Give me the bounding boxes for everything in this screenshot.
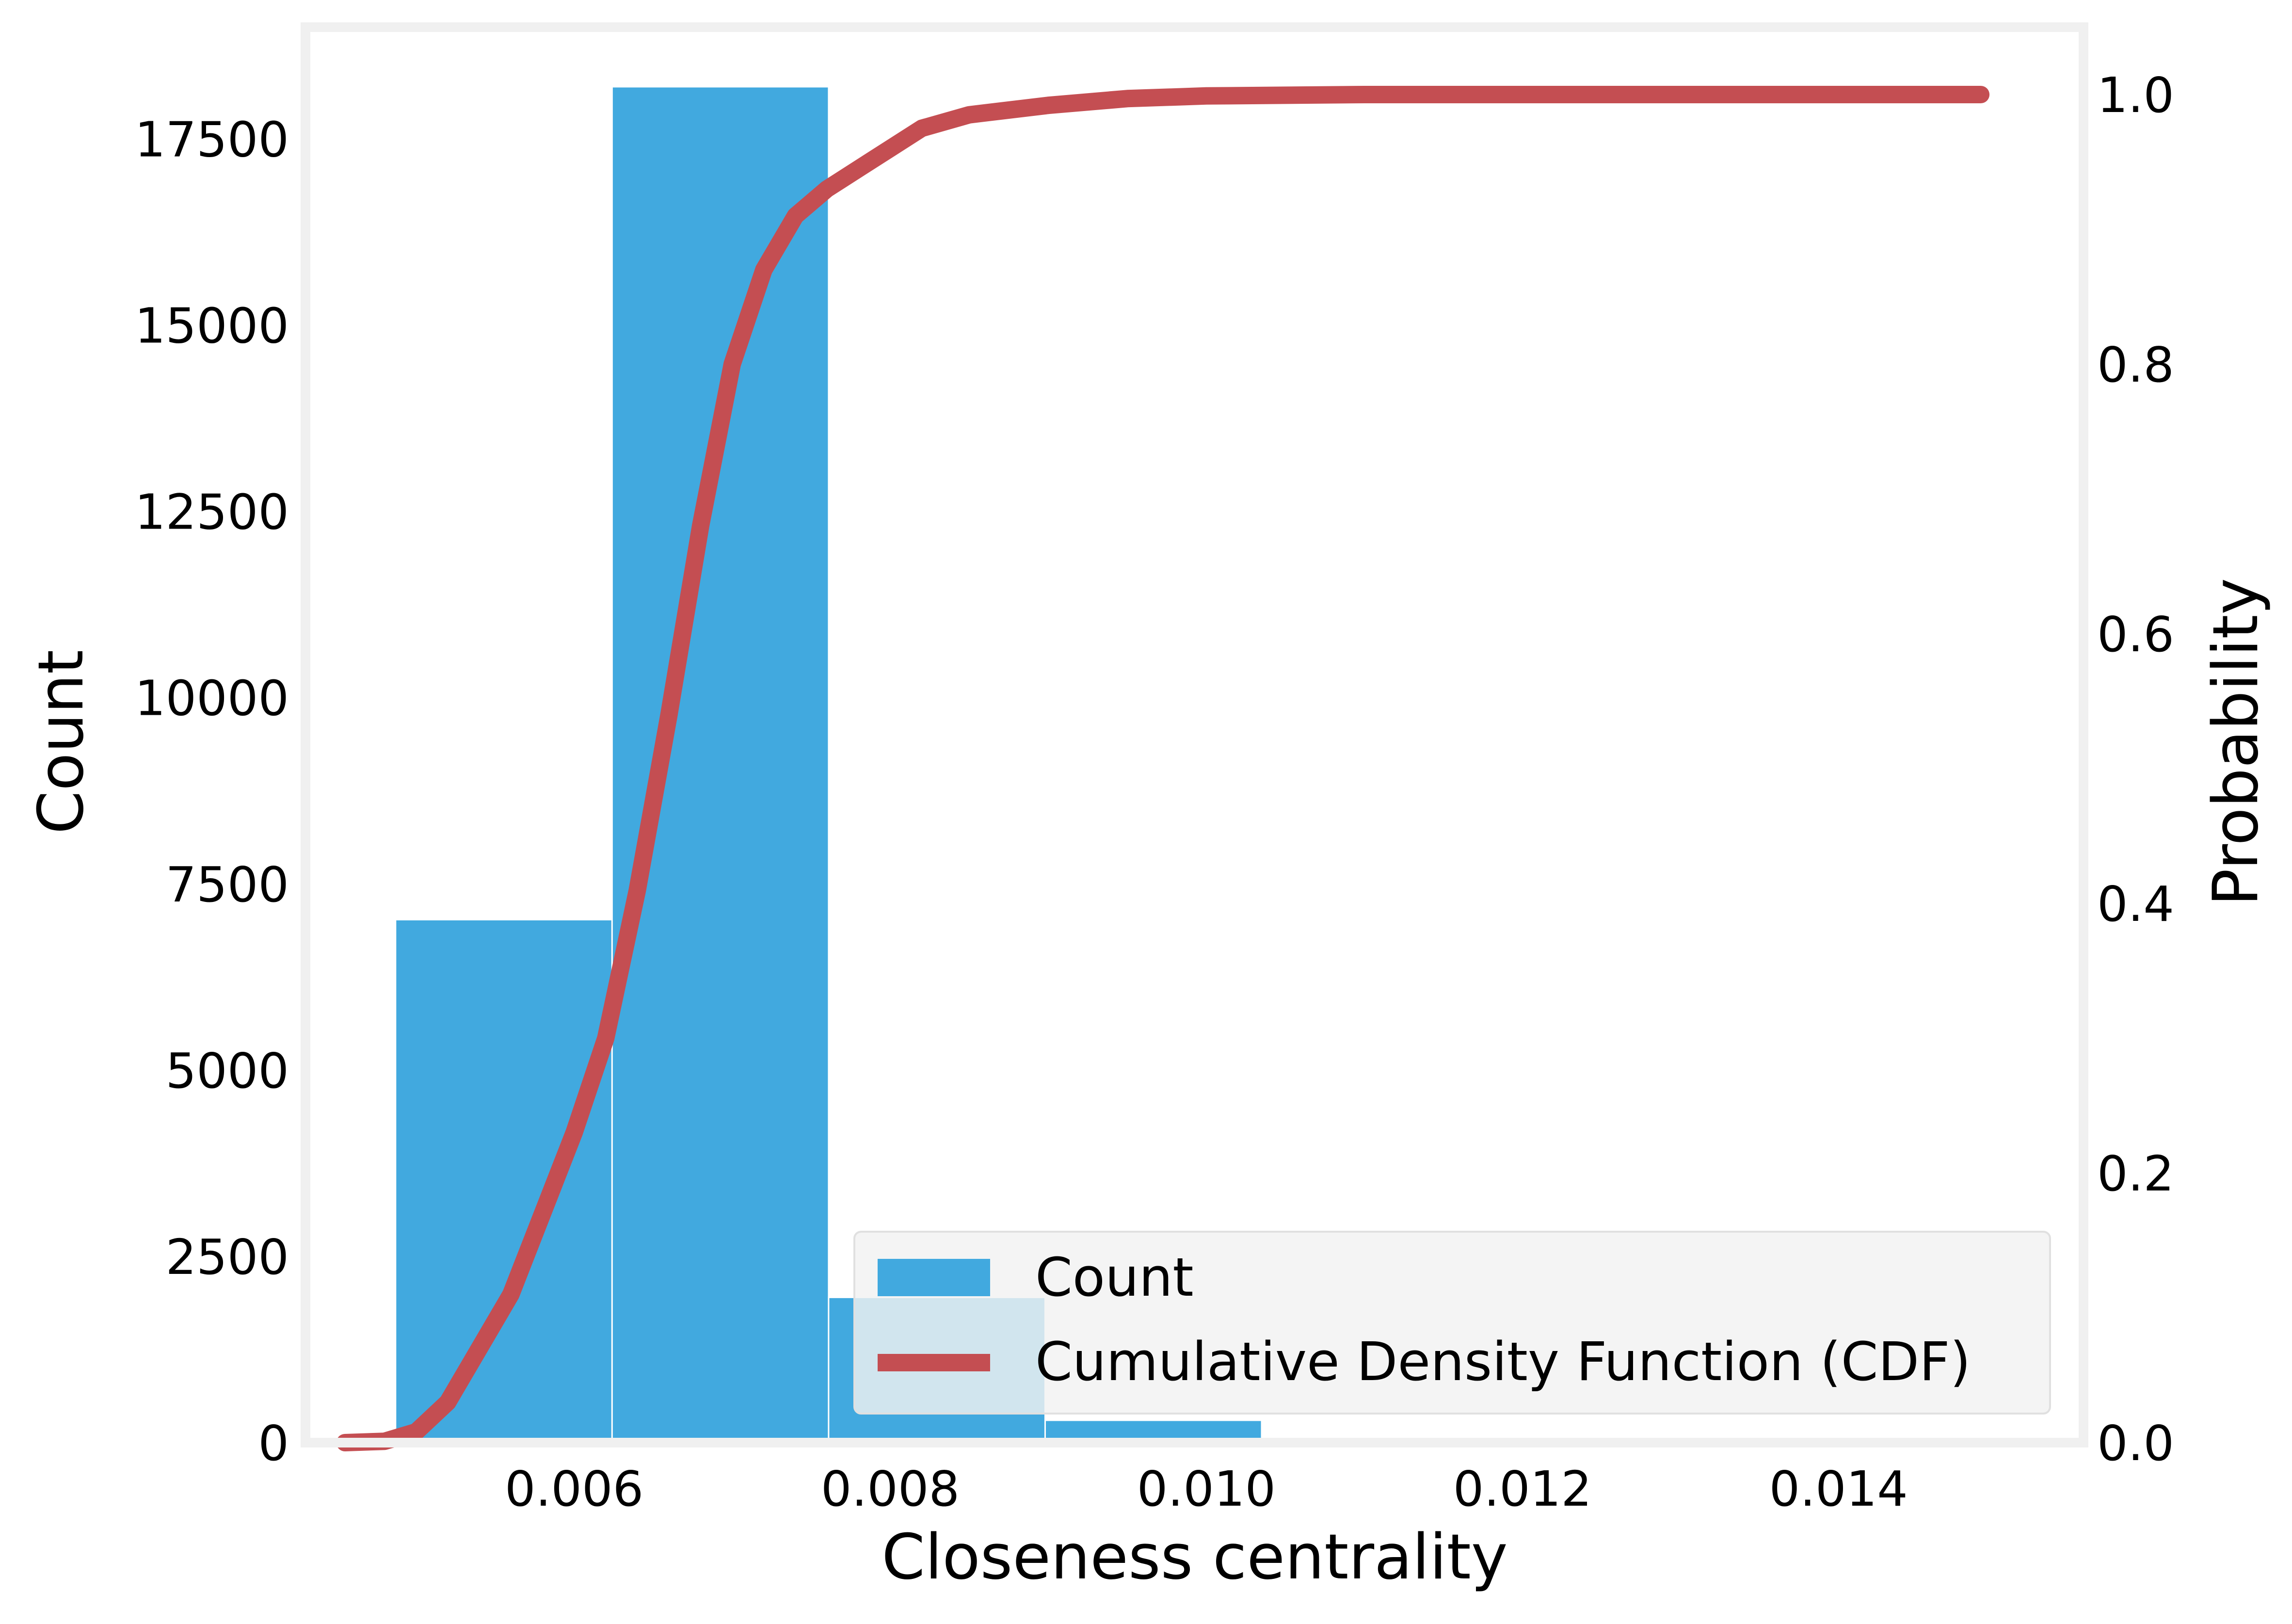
legend-box	[853, 1231, 2051, 1415]
legend-swatch-count	[878, 1259, 990, 1296]
y2-tick-label: 0.2	[2097, 1145, 2174, 1202]
x-tick-labels: 0.006 0.008 0.010 0.012 0.014	[505, 1461, 1908, 1517]
x-tick-label: 0.006	[505, 1461, 643, 1517]
histogram-bar	[395, 919, 613, 1444]
y2-tick-label: 0.8	[2097, 337, 2174, 393]
y-tick-label: 0	[258, 1415, 289, 1472]
y2-tick-label: 1.0	[2097, 67, 2174, 124]
y-tick-label: 17500	[135, 111, 289, 168]
cdf-line-group	[336, 86, 1990, 1451]
x-tick-label: 0.008	[821, 1461, 960, 1517]
y-tick-label: 15000	[135, 298, 289, 354]
x-tick-label: 0.010	[1137, 1461, 1276, 1517]
y2-tick-label: 0.6	[2097, 606, 2174, 663]
x-tick-label: 0.014	[1769, 1461, 1908, 1517]
legend: Count Cumulative Density Function (CDF)	[853, 1231, 2051, 1415]
histogram-bar	[611, 86, 830, 1444]
y-tick-label: 12500	[135, 484, 289, 541]
axes-frame	[301, 22, 2088, 1447]
y-tick-label: 10000	[135, 670, 289, 727]
cdf-line	[336, 86, 1990, 1451]
y-tick-labels: 0 2500 5000 7500 10000 12500 15000 17500	[135, 111, 289, 1472]
legend-label-cdf: Cumulative Density Function (CDF)	[1035, 1331, 1971, 1393]
legend-label-count: Count	[1035, 1246, 1194, 1308]
x-tick-label: 0.012	[1453, 1461, 1592, 1517]
y2-tick-label: 0.4	[2097, 876, 2174, 933]
x-axis-title: Closeness centrality	[882, 1521, 1507, 1593]
y2-tick-label: 0.0	[2097, 1415, 2174, 1472]
histogram-bars	[395, 86, 1263, 1444]
y-tick-label: 7500	[166, 856, 289, 913]
y-axis-title: Count	[25, 650, 97, 834]
y-tick-label: 5000	[166, 1043, 289, 1099]
y2-axis-title: Probability	[2200, 578, 2272, 906]
y2-tick-labels: 0.0 0.2 0.4 0.6 0.8 1.0	[2097, 67, 2174, 1472]
axes-spines	[301, 22, 2088, 1447]
y-tick-label: 2500	[166, 1229, 289, 1286]
